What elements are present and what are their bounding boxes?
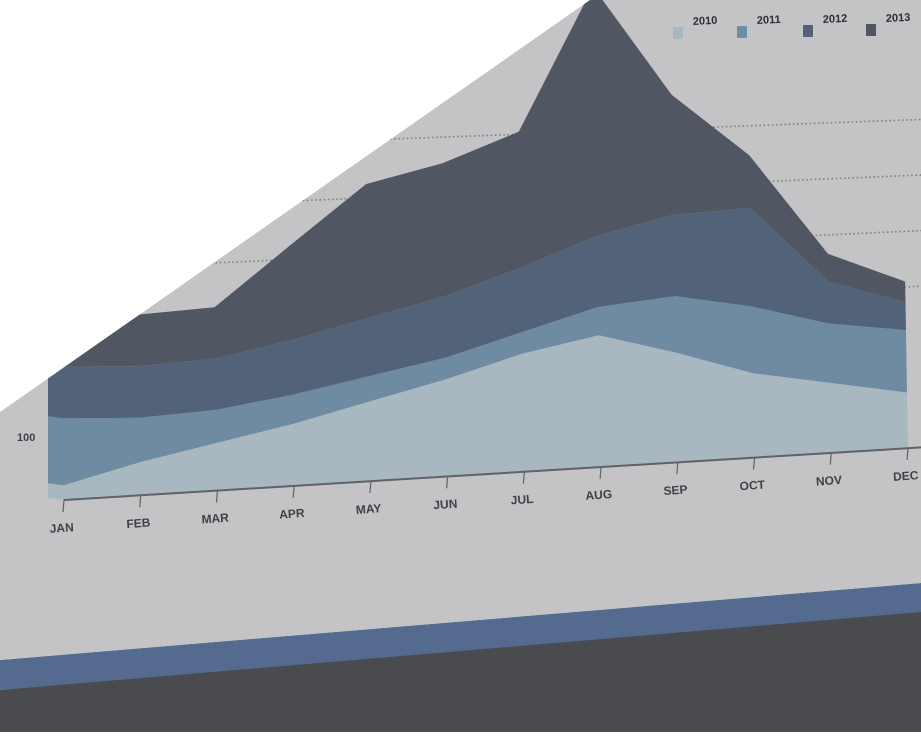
- x-tick-label: MAR: [201, 511, 230, 527]
- area-2013: [48, 0, 906, 367]
- area-2011: [48, 296, 907, 486]
- x-tick-label: SEP: [663, 482, 688, 498]
- x-tick: [215, 490, 219, 503]
- x-tick: [522, 471, 525, 484]
- legend-swatch-2011: [737, 26, 747, 38]
- x-tick: [446, 476, 449, 489]
- legend: 2010 2011 2012 2013: [673, 12, 911, 39]
- x-axis-line: [63, 446, 921, 501]
- x-tick-label: JAN: [49, 520, 74, 536]
- blue-stripe: [0, 583, 921, 690]
- x-tick: [139, 495, 142, 508]
- legend-swatch-2010: [673, 27, 683, 39]
- x-tick-label: APR: [279, 506, 306, 522]
- x-tick-label: MAY: [355, 501, 381, 517]
- legend-label-2010: 2010: [693, 15, 718, 28]
- x-tick: [292, 485, 295, 498]
- x-tick-label: JUN: [433, 497, 458, 513]
- x-tick: [369, 481, 372, 494]
- x-tick-label: FEB: [126, 515, 151, 531]
- legend-label-2013: 2013: [886, 12, 911, 25]
- gridline: [58, 118, 921, 153]
- x-tick-label: NOV: [816, 473, 843, 489]
- x-axis: JAN FEB MAR APR MAY JUN JUL AUG SEP OCT NOV DEC: [49, 446, 921, 536]
- legend-swatch-2012: [803, 25, 813, 37]
- floor-band: [0, 605, 921, 732]
- y-axis: 100: [17, 432, 35, 444]
- legend-label-2012: 2012: [823, 13, 848, 26]
- x-tick-label: OCT: [739, 478, 766, 494]
- x-tick-label: DEC: [893, 468, 920, 484]
- x-tick: [676, 462, 679, 475]
- legend-swatch-2013: [866, 24, 876, 36]
- area-2010: [48, 335, 908, 500]
- area-2012: [48, 208, 906, 419]
- x-tick-label: JUL: [510, 492, 534, 508]
- x-tick-label: AUG: [585, 487, 613, 503]
- x-tick: [752, 457, 756, 470]
- legend-label-2011: 2011: [757, 14, 781, 27]
- x-tick: [62, 499, 65, 513]
- y-tick-label: 100: [17, 432, 35, 444]
- x-tick: [906, 447, 909, 461]
- x-tick: [599, 466, 602, 479]
- x-tick: [829, 452, 832, 465]
- plot-areas: [48, 0, 908, 500]
